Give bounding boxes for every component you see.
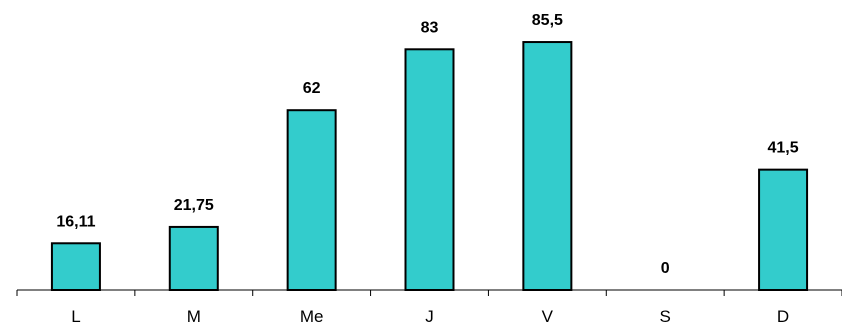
bar-me: [286, 109, 337, 291]
data-label-m: 21,75: [174, 197, 214, 214]
x-tick-label-d: D: [777, 307, 789, 326]
x-tick-label-me: Me: [300, 307, 324, 326]
data-label-me: 62: [303, 80, 321, 97]
bar-l: [50, 242, 101, 292]
x-tick-label-s: S: [660, 307, 671, 326]
data-label-d: 41,5: [768, 140, 799, 157]
x-tick-label-v: V: [542, 307, 554, 326]
data-label-v: 85,5: [532, 12, 563, 29]
bar-m: [168, 225, 219, 292]
x-tick-labels-group: L M Me J V S D: [71, 307, 789, 326]
data-label-l: 16,11: [56, 213, 95, 230]
bar-j: [404, 48, 455, 291]
x-ticks-group: [16, 290, 842, 296]
data-labels-group: 16,11 21,75 62 83 85,5 0 41,5: [56, 12, 798, 277]
x-tick-label-m: M: [187, 307, 201, 326]
bar-d: [758, 168, 809, 291]
data-label-j: 83: [421, 19, 439, 36]
x-tick-label-j: J: [425, 307, 434, 326]
data-label-s: 0: [661, 260, 670, 277]
x-tick-label-l: L: [71, 307, 80, 326]
bars-group: [50, 41, 809, 292]
bar-v: [522, 41, 573, 291]
